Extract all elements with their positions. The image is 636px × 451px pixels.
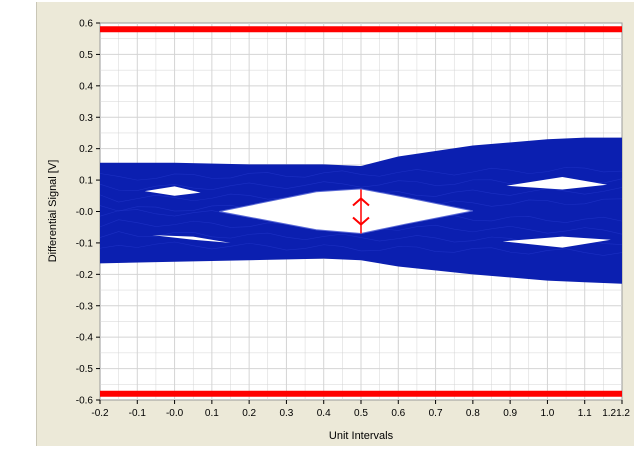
y-tick-label: 0.3 [79, 113, 93, 124]
eye-height-marker [352, 189, 370, 234]
y-tick-label: -0.3 [76, 301, 94, 312]
eye-gap [144, 186, 201, 196]
y-tick-label: 0.4 [79, 81, 93, 92]
y-tick-label: 0.6 [79, 19, 93, 30]
eye-gap [502, 236, 611, 248]
y-axis-label: Differential Signal [V] [47, 160, 59, 263]
graph-panel: -0.2 -0.1 -0.0 0.1 0.2 0.3 0.4 0.5 0.6 0.7 0.8 0.9 1… [36, 2, 634, 446]
x-tick-label: 0.3 [279, 408, 293, 419]
x-tick-label: 1.21.2 [602, 408, 630, 419]
x-tick-label: 0.7 [429, 408, 443, 419]
x-tick-label: 0.8 [466, 408, 480, 419]
y-tick-label: -0.4 [76, 333, 94, 344]
eye-diagram-chart[interactable]: -0.2 -0.1 -0.0 0.1 0.2 0.3 0.4 0.5 0.6 0.7 0.8 0.9 1… [37, 2, 634, 446]
eye-gap [152, 235, 231, 243]
y-tick-label: -0.1 [76, 238, 94, 249]
x-tick-label: -0.1 [129, 408, 147, 419]
marker-arrow-down [352, 216, 370, 226]
y-tick-label: -0.6 [76, 396, 94, 407]
y-tick-label: 0.5 [79, 50, 93, 61]
y-tick-label: 0.1 [79, 176, 93, 187]
x-tick-label: 1.1 [578, 408, 592, 419]
x-tick-label: 0.9 [503, 408, 517, 419]
x-axis-ticks: -0.2 -0.1 -0.0 0.1 0.2 0.3 0.4 0.5 0.6 0.7 0.8 0.9 1… [91, 400, 630, 419]
eye-gap [506, 176, 608, 190]
x-tick-label: -0.2 [91, 408, 109, 419]
x-tick-label: 0.5 [354, 408, 368, 419]
y-tick-label: -0.5 [76, 364, 94, 375]
x-tick-label: 1.0 [540, 408, 554, 419]
eye-opening [219, 188, 473, 234]
x-tick-label: 0.4 [317, 408, 331, 419]
y-axis-ticks: 0.6 0.5 0.4 0.3 0.2 0.1 -0.0 -0.1 -0.2 -0.3 -0.4 -0… [76, 19, 100, 407]
x-axis-label: Unit Intervals [329, 430, 394, 442]
limit-lines [100, 26, 622, 397]
y-tick-label: -0.2 [76, 270, 94, 281]
x-tick-label: -0.0 [166, 408, 184, 419]
marker-arrow-up [352, 197, 370, 207]
y-tick-label: -0.0 [76, 207, 94, 218]
x-tick-label: 0.1 [205, 408, 219, 419]
signal-trace [99, 241, 623, 256]
signal-trace [99, 166, 623, 181]
y-tick-label: 0.2 [79, 144, 93, 155]
x-tick-label: 0.2 [242, 408, 256, 419]
x-tick-label: 0.6 [391, 408, 405, 419]
